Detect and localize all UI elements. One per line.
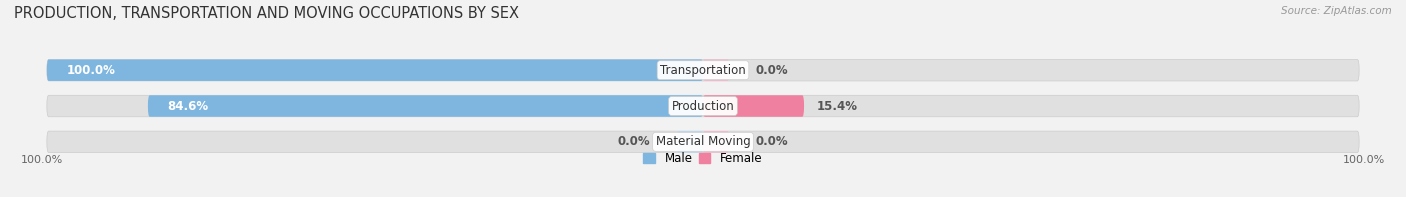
FancyBboxPatch shape	[676, 131, 703, 153]
FancyBboxPatch shape	[46, 95, 1360, 117]
Text: Production: Production	[672, 99, 734, 112]
Text: Source: ZipAtlas.com: Source: ZipAtlas.com	[1281, 6, 1392, 16]
FancyBboxPatch shape	[148, 95, 703, 117]
Text: 15.4%: 15.4%	[817, 99, 858, 112]
FancyBboxPatch shape	[703, 59, 730, 81]
Text: 84.6%: 84.6%	[167, 99, 208, 112]
Text: Material Moving: Material Moving	[655, 135, 751, 148]
FancyBboxPatch shape	[46, 59, 1360, 81]
FancyBboxPatch shape	[703, 131, 730, 153]
Text: 100.0%: 100.0%	[21, 155, 63, 165]
Text: 100.0%: 100.0%	[66, 64, 115, 77]
Text: 0.0%: 0.0%	[755, 64, 789, 77]
FancyBboxPatch shape	[703, 95, 804, 117]
FancyBboxPatch shape	[46, 59, 703, 81]
Text: Transportation: Transportation	[661, 64, 745, 77]
Legend: Male, Female: Male, Female	[638, 147, 768, 170]
Text: 100.0%: 100.0%	[1343, 155, 1385, 165]
Text: 0.0%: 0.0%	[755, 135, 789, 148]
FancyBboxPatch shape	[46, 131, 1360, 153]
Text: 0.0%: 0.0%	[617, 135, 651, 148]
Text: PRODUCTION, TRANSPORTATION AND MOVING OCCUPATIONS BY SEX: PRODUCTION, TRANSPORTATION AND MOVING OC…	[14, 6, 519, 21]
